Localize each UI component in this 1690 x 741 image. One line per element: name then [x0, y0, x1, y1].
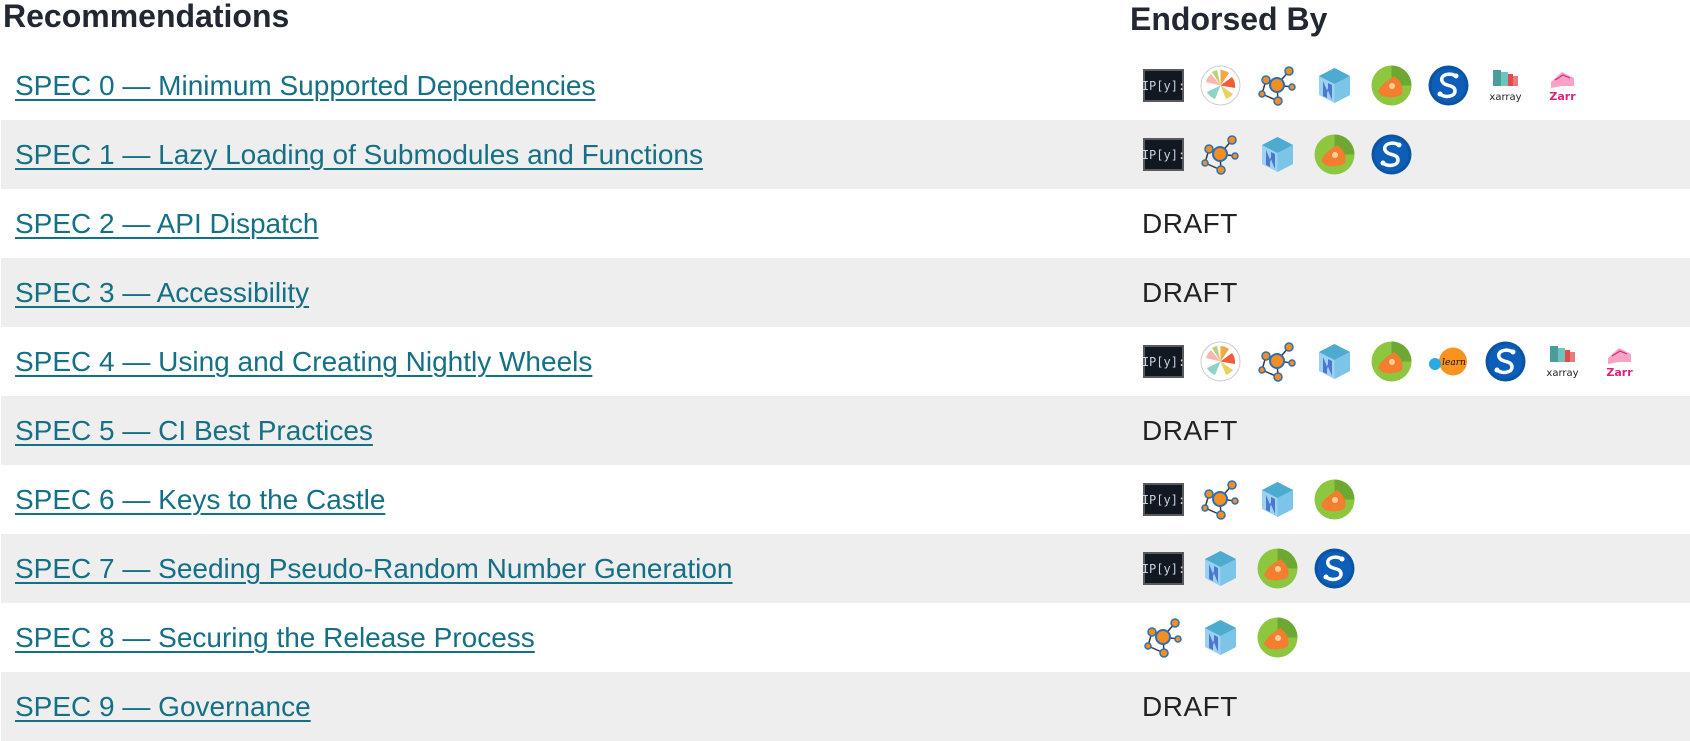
- svg-text:IP[y]:: IP[y]:: [1142, 148, 1185, 162]
- draft-label: DRAFT: [1142, 690, 1238, 722]
- spec-link[interactable]: SPEC 5 — CI Best Practices: [15, 414, 373, 446]
- networkx-logo-icon[interactable]: [1256, 340, 1299, 383]
- spec-link[interactable]: SPEC 3 — Accessibility: [15, 276, 310, 308]
- scipy-logo-icon[interactable]: [1427, 64, 1470, 107]
- endorsers: [1142, 603, 1299, 672]
- table-row: SPEC 3 — Accessibility DRAFT: [1, 258, 1690, 327]
- numpy-logo-icon[interactable]: [1313, 64, 1356, 107]
- ipython-logo-icon[interactable]: IP[y]:: [1142, 340, 1185, 383]
- endorsers: DRAFT: [1142, 258, 1238, 327]
- zarr-logo-icon[interactable]: Zarr: [1541, 64, 1584, 107]
- scikit-image-logo-icon[interactable]: [1256, 616, 1299, 659]
- endorsers: DRAFT: [1142, 672, 1238, 741]
- scipy-logo-icon[interactable]: [1370, 133, 1413, 176]
- scikit-image-logo-icon[interactable]: [1370, 64, 1413, 107]
- scipy-logo-icon[interactable]: [1313, 547, 1356, 590]
- svg-text:IP[y]:: IP[y]:: [1142, 493, 1185, 507]
- endorsers: IP[y]: xarray Zarr: [1142, 51, 1584, 120]
- table-row: SPEC 1 — Lazy Loading of Submodules and …: [1, 120, 1690, 189]
- scikit-learn-logo-icon[interactable]: learn: [1427, 340, 1470, 383]
- numpy-logo-icon[interactable]: [1256, 478, 1299, 521]
- table-row: SPEC 8 — Securing the Release Process: [1, 603, 1690, 672]
- zarr-logo-icon[interactable]: Zarr: [1598, 340, 1641, 383]
- table-row: SPEC 9 — Governance DRAFT: [1, 672, 1690, 741]
- ipython-logo-icon[interactable]: IP[y]:: [1142, 547, 1185, 590]
- draft-label: DRAFT: [1142, 414, 1238, 446]
- table-row: SPEC 4 — Using and Creating Nightly Whee…: [1, 327, 1690, 396]
- scipy-logo-icon[interactable]: [1484, 340, 1527, 383]
- svg-text:IP[y]:: IP[y]:: [1142, 355, 1185, 369]
- networkx-logo-icon[interactable]: [1142, 616, 1185, 659]
- xarray-logo-icon[interactable]: xarray: [1484, 64, 1527, 107]
- draft-label: DRAFT: [1142, 276, 1238, 308]
- spec-link[interactable]: SPEC 4 — Using and Creating Nightly Whee…: [15, 345, 593, 377]
- svg-text:IP[y]:: IP[y]:: [1142, 562, 1185, 576]
- svg-text:learn: learn: [1442, 358, 1466, 368]
- scikit-image-logo-icon[interactable]: [1370, 340, 1413, 383]
- ipython-logo-icon[interactable]: IP[y]:: [1142, 133, 1185, 176]
- ipython-logo-icon[interactable]: IP[y]:: [1142, 478, 1185, 521]
- endorsers: IP[y]:: [1142, 120, 1413, 189]
- networkx-logo-icon[interactable]: [1256, 64, 1299, 107]
- recommendations-heading: Recommendations: [3, 0, 290, 34]
- endorsers: DRAFT: [1142, 396, 1238, 465]
- spec-link[interactable]: SPEC 0 — Minimum Supported Dependencies: [15, 69, 596, 101]
- numpy-logo-icon[interactable]: [1256, 133, 1299, 176]
- networkx-logo-icon[interactable]: [1199, 133, 1242, 176]
- endorsers: IP[y]:: [1142, 465, 1356, 534]
- spec-link[interactable]: SPEC 9 — Governance: [15, 690, 311, 722]
- endorsed-by-heading: Endorsed By: [1130, 1, 1328, 37]
- numpy-logo-icon[interactable]: [1313, 340, 1356, 383]
- spec-table: SPEC 0 — Minimum Supported Dependencies I…: [1, 51, 1690, 741]
- svg-text:xarray: xarray: [1489, 92, 1521, 103]
- svg-text:Zarr: Zarr: [1606, 366, 1633, 379]
- svg-text:Zarr: Zarr: [1549, 90, 1576, 103]
- table-header: Recommendations Endorsed By: [0, 0, 1690, 50]
- scikit-image-logo-icon[interactable]: [1313, 133, 1356, 176]
- spec-link[interactable]: SPEC 6 — Keys to the Castle: [15, 483, 386, 515]
- networkx-logo-icon[interactable]: [1199, 478, 1242, 521]
- draft-label: DRAFT: [1142, 207, 1238, 239]
- spec-link[interactable]: SPEC 8 — Securing the Release Process: [15, 621, 535, 653]
- xarray-logo-icon[interactable]: xarray: [1541, 340, 1584, 383]
- numpy-logo-icon[interactable]: [1199, 547, 1242, 590]
- table-row: SPEC 6 — Keys to the Castle IP[y]:: [1, 465, 1690, 534]
- spec-link[interactable]: SPEC 1 — Lazy Loading of Submodules and …: [15, 138, 703, 170]
- endorsers: DRAFT: [1142, 189, 1238, 258]
- matplotlib-logo-icon[interactable]: [1199, 340, 1242, 383]
- numpy-logo-icon[interactable]: [1199, 616, 1242, 659]
- svg-text:xarray: xarray: [1546, 368, 1578, 379]
- table-row: SPEC 2 — API Dispatch DRAFT: [1, 189, 1690, 258]
- endorsers: IP[y]: learn xarray Zarr: [1142, 327, 1641, 396]
- matplotlib-logo-icon[interactable]: [1199, 64, 1242, 107]
- spec-link[interactable]: SPEC 2 — API Dispatch: [15, 207, 319, 239]
- scikit-image-logo-icon[interactable]: [1256, 547, 1299, 590]
- endorsers: IP[y]:: [1142, 534, 1356, 603]
- scikit-image-logo-icon[interactable]: [1313, 478, 1356, 521]
- table-row: SPEC 5 — CI Best Practices DRAFT: [1, 396, 1690, 465]
- spec-link[interactable]: SPEC 7 — Seeding Pseudo-Random Number Ge…: [15, 552, 733, 584]
- ipython-logo-icon[interactable]: IP[y]:: [1142, 64, 1185, 107]
- table-row: SPEC 7 — Seeding Pseudo-Random Number Ge…: [1, 534, 1690, 603]
- svg-text:IP[y]:: IP[y]:: [1142, 79, 1185, 93]
- table-row: SPEC 0 — Minimum Supported Dependencies I…: [1, 51, 1690, 120]
